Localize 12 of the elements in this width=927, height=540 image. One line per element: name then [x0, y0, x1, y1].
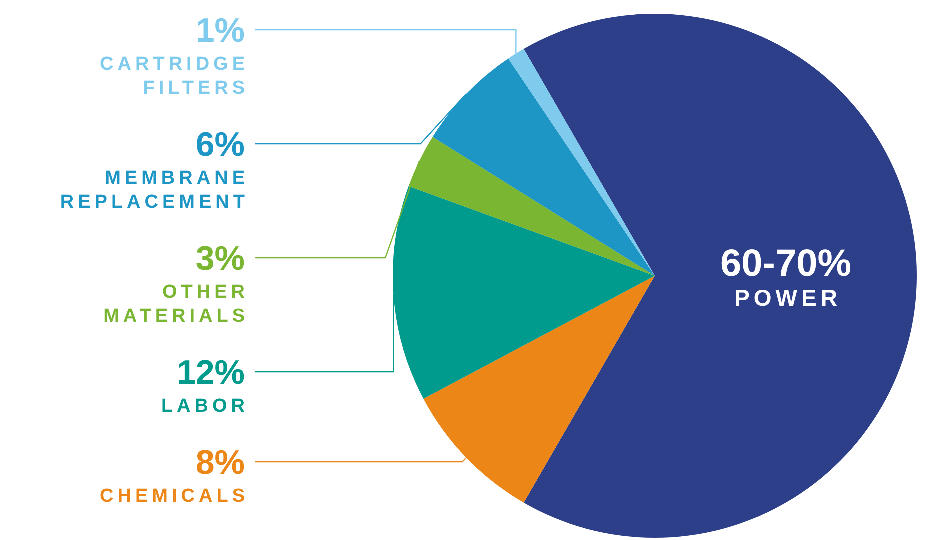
data-label: 60-70%: [720, 243, 852, 285]
slice-label: CHEMICALS: [100, 486, 249, 507]
data-label: 1%: [196, 12, 245, 50]
slice-label: POWER: [734, 285, 842, 311]
data-label: 3%: [196, 240, 245, 278]
data-label: 6%: [196, 126, 245, 164]
data-label: 12%: [176, 354, 245, 392]
slice-label: OTHER MATERIALS: [104, 282, 249, 327]
data-label: 8%: [196, 444, 245, 482]
slice-label: MEMBRANE REPLACEMENT: [60, 168, 249, 213]
slice-label: CARTRIDGE FILTERS: [100, 54, 249, 99]
slice-label: LABOR: [161, 396, 249, 417]
